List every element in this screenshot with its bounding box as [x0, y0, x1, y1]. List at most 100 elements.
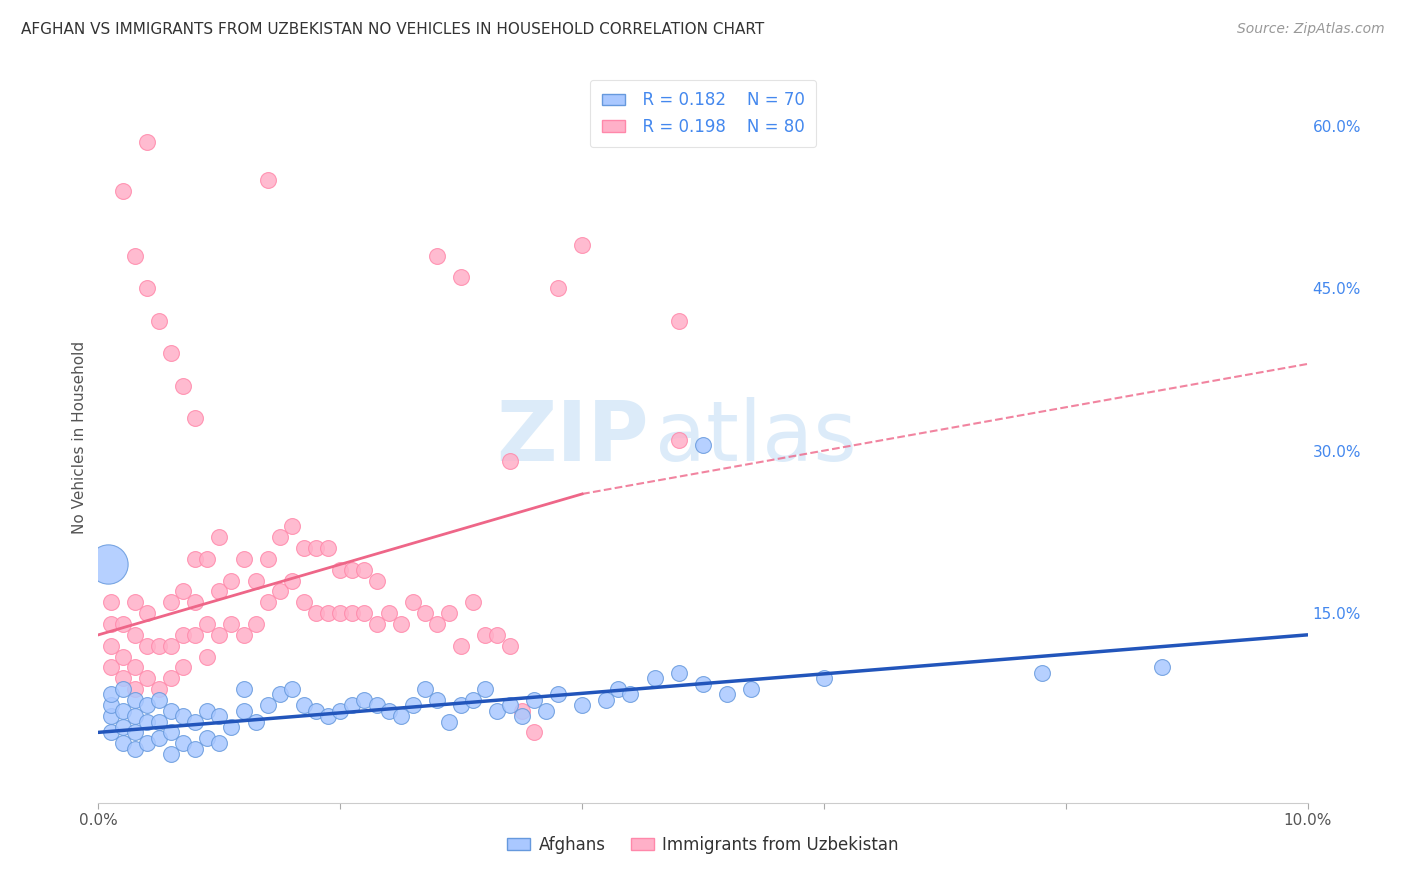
Point: [389, 709, 412, 723]
Point: [426, 617, 449, 632]
Point: [692, 438, 714, 452]
Point: [172, 628, 194, 642]
Point: [316, 709, 339, 723]
Point: [135, 714, 157, 729]
Point: [124, 660, 146, 674]
Point: [281, 574, 304, 588]
Point: [100, 688, 122, 702]
Point: [547, 281, 569, 295]
Point: [281, 519, 304, 533]
Y-axis label: No Vehicles in Household: No Vehicles in Household: [72, 341, 87, 533]
Point: [184, 628, 207, 642]
Point: [100, 660, 122, 674]
Point: [160, 704, 183, 718]
Point: [510, 704, 533, 718]
Point: [124, 709, 146, 723]
Point: [305, 704, 328, 718]
Point: [111, 617, 134, 632]
Point: [245, 574, 267, 588]
Point: [100, 698, 122, 713]
Point: [523, 693, 546, 707]
Point: [172, 736, 194, 750]
Point: [195, 552, 218, 566]
Point: [389, 617, 412, 632]
Point: [135, 736, 157, 750]
Point: [148, 681, 170, 696]
Point: [124, 628, 146, 642]
Point: [135, 135, 157, 149]
Point: [668, 313, 690, 327]
Point: [353, 606, 375, 620]
Point: [184, 552, 207, 566]
Point: [124, 741, 146, 756]
Point: [232, 704, 254, 718]
Point: [644, 671, 666, 685]
Point: [245, 714, 267, 729]
Point: [148, 731, 170, 745]
Point: [160, 639, 183, 653]
Point: [124, 725, 146, 739]
Point: [245, 617, 267, 632]
Point: [232, 552, 254, 566]
Point: [195, 704, 218, 718]
Point: [692, 676, 714, 690]
Point: [124, 681, 146, 696]
Point: [256, 552, 278, 566]
Point: [474, 681, 496, 696]
Point: [450, 698, 472, 713]
Point: [269, 584, 291, 599]
Point: [269, 688, 291, 702]
Point: [607, 681, 630, 696]
Point: [292, 595, 315, 609]
Point: [184, 595, 207, 609]
Point: [148, 693, 170, 707]
Point: [463, 693, 485, 707]
Point: [316, 541, 339, 556]
Point: [716, 688, 738, 702]
Point: [184, 714, 207, 729]
Point: [148, 639, 170, 653]
Point: [172, 584, 194, 599]
Point: [437, 714, 460, 729]
Point: [160, 671, 183, 685]
Point: [305, 606, 328, 620]
Point: [172, 378, 194, 392]
Legend: Afghans, Immigrants from Uzbekistan: Afghans, Immigrants from Uzbekistan: [501, 829, 905, 860]
Point: [342, 606, 364, 620]
Point: [208, 736, 231, 750]
Point: [668, 665, 690, 680]
Point: [498, 454, 520, 468]
Point: [111, 671, 134, 685]
Point: [208, 628, 231, 642]
Point: [463, 595, 485, 609]
Point: [135, 281, 157, 295]
Point: [100, 725, 122, 739]
Point: [184, 741, 207, 756]
Point: [450, 270, 472, 285]
Point: [426, 249, 449, 263]
Point: [111, 681, 134, 696]
Point: [160, 725, 183, 739]
Point: [148, 714, 170, 729]
Point: [172, 660, 194, 674]
Point: [437, 606, 460, 620]
Point: [208, 709, 231, 723]
Text: Source: ZipAtlas.com: Source: ZipAtlas.com: [1237, 22, 1385, 37]
Point: [366, 698, 388, 713]
Point: [97, 558, 120, 572]
Point: [329, 704, 352, 718]
Point: [148, 313, 170, 327]
Point: [111, 704, 134, 718]
Point: [292, 698, 315, 713]
Point: [124, 693, 146, 707]
Point: [595, 693, 617, 707]
Point: [413, 606, 436, 620]
Point: [100, 639, 122, 653]
Point: [329, 563, 352, 577]
Point: [135, 671, 157, 685]
Point: [342, 698, 364, 713]
Point: [208, 584, 231, 599]
Point: [353, 693, 375, 707]
Point: [269, 530, 291, 544]
Point: [135, 606, 157, 620]
